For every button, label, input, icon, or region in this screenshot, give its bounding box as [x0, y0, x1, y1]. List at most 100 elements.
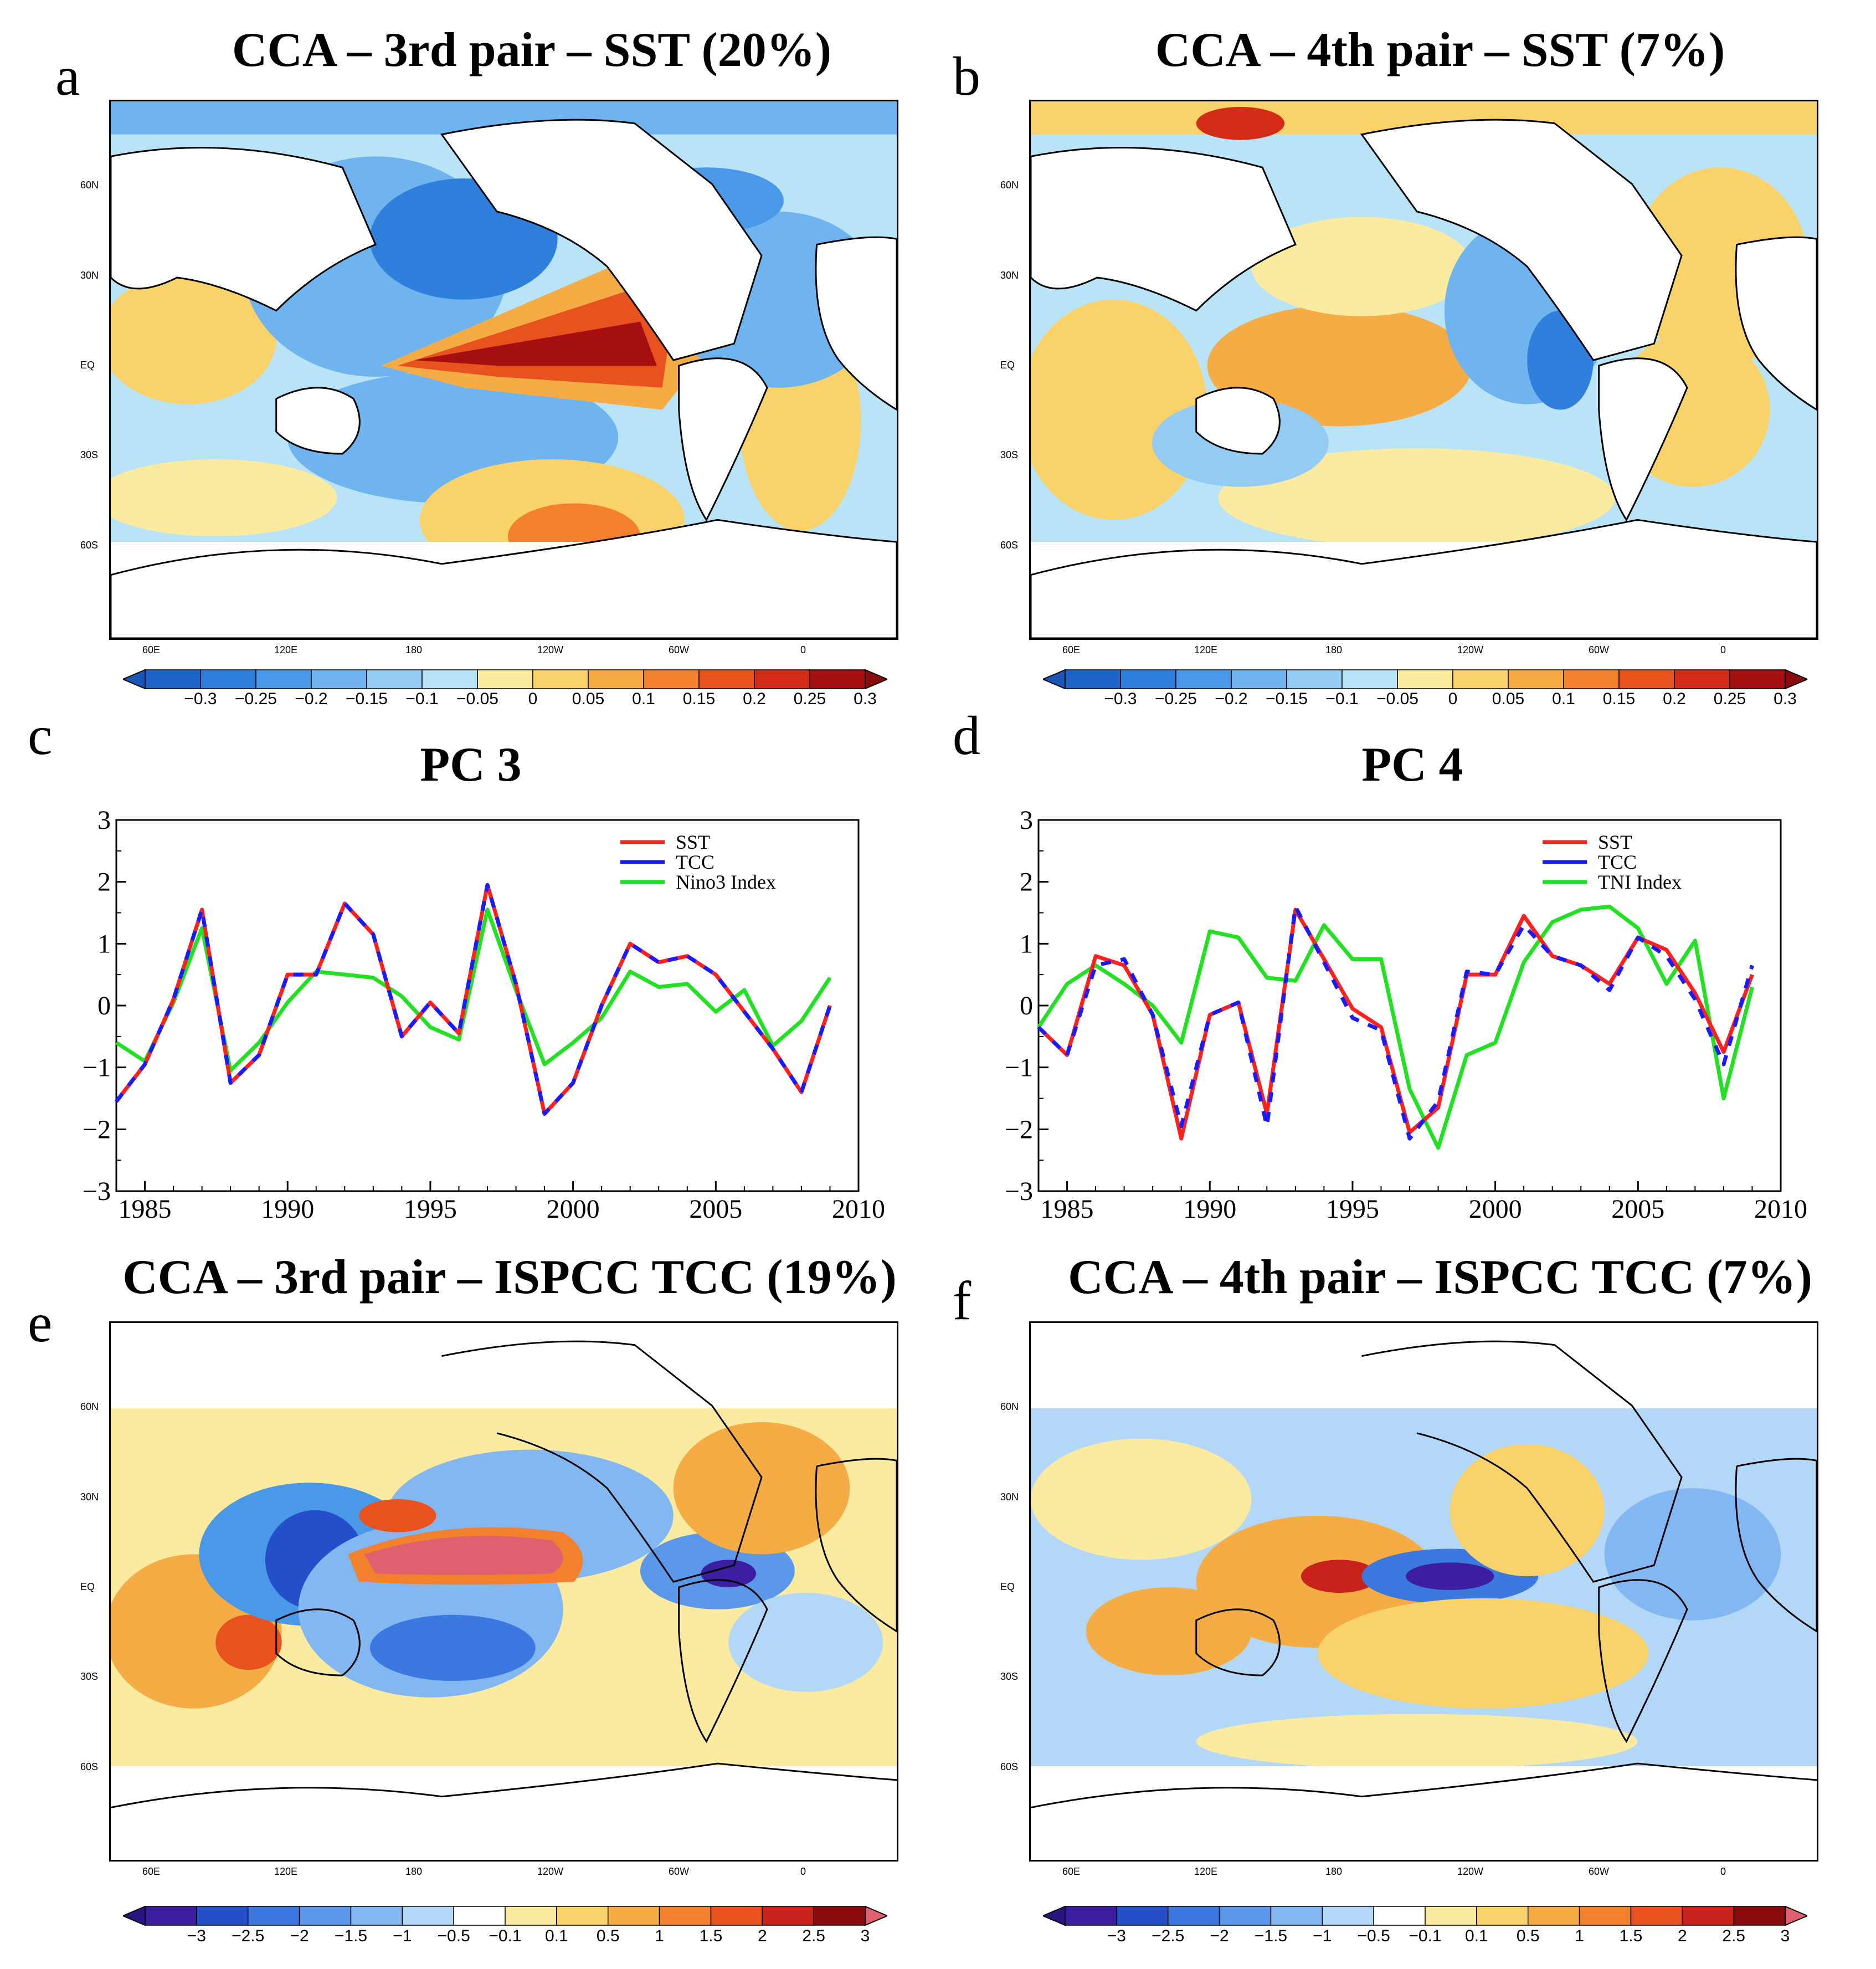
colorbar-swatch: [659, 1906, 712, 1926]
colorbar-swatch: [1342, 669, 1398, 689]
colorbar-high-arrow: [865, 1905, 889, 1926]
map-b-lat-label: 60S: [1000, 540, 1019, 551]
sst-field-map-a: [111, 101, 897, 638]
colorbar-tick-label: 0.25: [1713, 690, 1746, 708]
colorbar-svg: [1041, 669, 1809, 690]
colorbar-tick-label: 2: [1677, 1927, 1687, 1945]
map-a-lon-label: 60E: [142, 644, 161, 655]
map-a-lat-label: 60N: [80, 180, 99, 191]
colorbar-swatch: [1563, 669, 1620, 689]
colorbar-swatch: [1065, 1906, 1117, 1926]
colorbar-tick-label: 1.5: [1619, 1927, 1643, 1945]
legend-label: TCC: [676, 851, 715, 873]
panel-letter-c: c: [28, 705, 53, 766]
legend-label: SST: [1598, 831, 1632, 853]
x-tick-label: 2005: [689, 1194, 742, 1224]
colorbar-tick-label: −1.5: [334, 1927, 368, 1945]
y-tick-label: −2: [1005, 1115, 1033, 1144]
colorbar-swatch: [643, 669, 700, 689]
y-tick-label: −1: [1005, 1053, 1033, 1083]
y-tick-label: 3: [97, 809, 111, 835]
map-b-lon-label: 120W: [1457, 644, 1484, 655]
map-e-lat-label: 60N: [80, 1401, 99, 1412]
colorbar-tick-label: 3: [860, 1927, 870, 1945]
map-f-lon-label: 60W: [1589, 1866, 1610, 1877]
colorbar-swatch: [200, 669, 256, 689]
colorbar-tick-label: −1: [393, 1927, 412, 1945]
colorbar-low-arrow: [121, 1905, 146, 1926]
colorbar-tick-label: 0.1: [544, 1927, 568, 1945]
map-b-lat-label: EQ: [1000, 360, 1015, 371]
colorbar-swatch: [1579, 1906, 1632, 1926]
colorbar-swatch: [366, 669, 423, 689]
colorbar-swatch: [1286, 669, 1343, 689]
colorbar-swatch: [422, 669, 478, 689]
map-f-lon-label: 120W: [1457, 1866, 1484, 1877]
colorbar-low-arrow: [1041, 1905, 1066, 1926]
y-tick-label: 2: [1020, 868, 1033, 897]
colorbar-swatch: [477, 669, 533, 689]
map-a-lat-label: 30S: [80, 449, 99, 460]
map-e-lon-label: 120E: [274, 1866, 298, 1877]
colorbar-svg: [121, 669, 889, 690]
colorbar-ticks-b: −0.3 −0.25 −0.2 −0.15 −0.1 −0.05 0 0.05 0.1 0.15 0…: [1043, 690, 1807, 712]
sst-field-map-b: [1031, 101, 1817, 638]
colorbar-swatch: [1674, 669, 1730, 689]
colorbar-swatch: [350, 1906, 403, 1926]
map-b-lon-label: 0: [1720, 644, 1726, 655]
map-b-lat-label: 30N: [1000, 270, 1019, 281]
colorbar-tick-label: −2: [290, 1927, 309, 1945]
colorbar-swatch: [1630, 1906, 1683, 1926]
panel-letter-d: d: [953, 705, 980, 766]
map-a-lat-label: 30N: [80, 270, 99, 281]
y-tick-label: −3: [83, 1177, 111, 1206]
map-a-lon-label: 120W: [537, 644, 564, 655]
colorbar-tcc-f: [1041, 1905, 1809, 1926]
colorbar-tick-label: −0.1: [1409, 1927, 1442, 1945]
legend-label: TCC: [1598, 851, 1637, 873]
legend-label: SST: [676, 831, 710, 853]
colorbar-tick-label: 2.5: [1722, 1927, 1745, 1945]
tcc-field-map-f: [1031, 1323, 1817, 1860]
colorbar-tcc-e: [121, 1905, 889, 1926]
colorbar-swatch: [1322, 1906, 1374, 1926]
colorbar-swatch: [311, 669, 367, 689]
panel-letter-a: a: [55, 45, 80, 107]
y-tick-label: −3: [1005, 1177, 1033, 1206]
map-a-lat-label: EQ: [80, 360, 95, 371]
colorbar-tick-label: 0: [528, 690, 538, 708]
colorbar-svg: [1041, 1905, 1809, 1926]
colorbar-swatch: [1065, 669, 1121, 689]
colorbar-sst-b: [1041, 669, 1809, 690]
colorbar-swatch: [1733, 1906, 1786, 1926]
colorbar-tick-label: −0.1: [1325, 690, 1359, 708]
colorbar-tick-label: −2.5: [232, 1927, 265, 1945]
colorbar-tick-label: −0.25: [1155, 690, 1197, 708]
map-e-lat-label: 30N: [80, 1491, 99, 1503]
colorbar-tick-label: 0.5: [1516, 1927, 1540, 1945]
panel-letter-e: e: [28, 1292, 53, 1353]
colorbar-swatch: [1219, 1906, 1272, 1926]
x-tick-label: 1995: [1326, 1194, 1379, 1224]
colorbar-low-arrow: [1041, 669, 1066, 690]
x-tick-label: 1990: [1183, 1194, 1236, 1224]
colorbar-swatch: [1618, 669, 1675, 689]
colorbar-tick-label: 0.05: [572, 690, 605, 708]
panel-letter-f: f: [953, 1270, 972, 1331]
map-panel-e: [109, 1321, 898, 1862]
colorbar-tick-label: 0.2: [1663, 690, 1686, 708]
panel-b-title: CCA – 4th pair – SST (7%): [1155, 23, 1725, 77]
colorbar-high-arrow: [865, 669, 889, 690]
y-tick-label: −1: [83, 1053, 111, 1083]
colorbar-swatch: [402, 1906, 454, 1926]
colorbar-tick-label: −0.5: [1357, 1927, 1390, 1945]
colorbar-tick-label: −0.15: [1266, 690, 1308, 708]
colorbar-swatch: [556, 1906, 609, 1926]
colorbar-tick-label: 0.25: [793, 690, 826, 708]
map-e-lon-label: 180: [405, 1866, 423, 1877]
colorbar-ticks-e: −3 −2.5 −2 −1.5 −1 −0.5 −0.1 0.1 0.5 1 1.5 2 2.5 3: [123, 1927, 887, 1949]
colorbar-tick-label: 0.1: [632, 690, 655, 708]
map-e-lon-label: 60W: [669, 1866, 690, 1877]
panel-letter-b: b: [953, 45, 980, 107]
y-tick-label: −2: [83, 1115, 111, 1144]
